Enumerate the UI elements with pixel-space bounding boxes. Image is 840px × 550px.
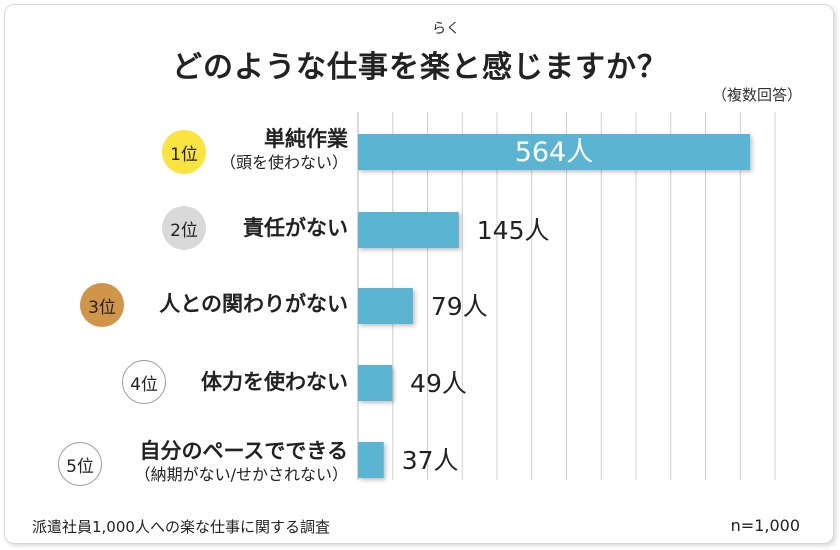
category-label-1-sub: （頭を使わない） [219,153,348,172]
bar-2 [358,212,459,248]
rank-badge-5: 5位 [58,442,102,486]
rank-badge-2: 2位 [162,206,206,250]
category-label-2: 責任がない [243,215,348,241]
value-label-1: 564人 [515,137,594,168]
rank-badge-3: 3位 [80,283,124,327]
bar-5 [358,442,384,478]
rank-badge-1: 1位 [162,130,206,174]
category-label-1-main: 単純作業 [264,127,348,151]
rank-badge-4: 4位 [122,360,166,404]
chart-frame [4,4,834,544]
category-label-5-main: 自分のペースでできる [139,439,348,463]
category-label-4: 体力を使わない [201,369,348,395]
bar-4 [358,365,393,401]
category-label-2-main: 責任がない [243,216,348,240]
category-label-5: 自分のペースでできる （納期がない/せかされない） [135,438,348,486]
category-label-1: 単純作業 （頭を使わない） [220,126,348,174]
category-label-4-main: 体力を使わない [201,370,348,394]
category-label-3: 人との関わりがない [159,291,348,317]
bar-1 [358,134,750,170]
survey-source: 派遣社員1,000人への楽な仕事に関する調査 [32,518,330,536]
sample-size: n=1,000 [730,516,800,535]
bar-3 [358,288,413,324]
multiple-answers-note: （複数回答） [711,86,802,104]
category-label-5-sub: （納期がない/せかされない） [134,465,348,484]
chart-title: どのような仕事を楽と感じますか？ [172,50,668,85]
category-label-3-main: 人との関わりがない [159,292,348,316]
title-ruby: らく [432,21,460,37]
value-label-2: 145人 [477,216,550,245]
value-label-4: 49人 [410,369,467,398]
value-label-5: 37人 [402,446,459,475]
value-label-3: 79人 [431,292,488,321]
